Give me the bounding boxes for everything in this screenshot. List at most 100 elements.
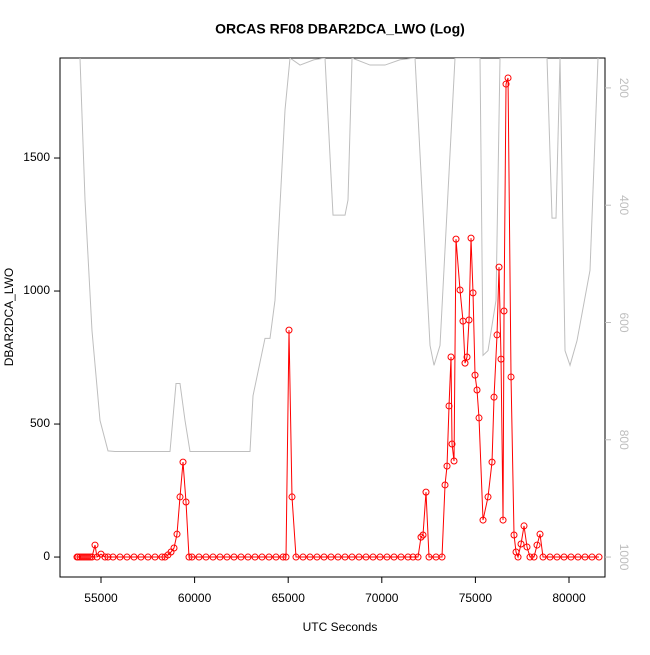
data-point <box>195 553 203 561</box>
data-point <box>479 516 487 524</box>
data-point <box>493 331 501 339</box>
data-point <box>517 540 525 548</box>
data-point <box>176 493 184 501</box>
data-point <box>182 498 190 506</box>
chart-title: ORCAS RF08 DBAR2DCA_LWO (Log) <box>215 21 465 37</box>
data-point <box>202 553 210 561</box>
data-point <box>299 553 307 561</box>
x-tick-label: 70000 <box>365 591 399 605</box>
x-tick-label: 65000 <box>272 591 306 605</box>
data-point <box>484 493 492 501</box>
series-line <box>79 58 599 453</box>
y2-tick-label: 800 <box>617 430 631 450</box>
data-point <box>475 414 483 422</box>
data-point <box>158 553 166 561</box>
data-point <box>536 530 544 538</box>
data-point <box>567 553 575 561</box>
data-point <box>348 553 356 561</box>
data-point <box>463 353 471 361</box>
data-point <box>216 553 224 561</box>
data-point <box>244 553 252 561</box>
y2-tick-label: 200 <box>617 78 631 98</box>
data-point <box>530 553 538 561</box>
data-point <box>523 543 531 551</box>
data-point <box>237 553 245 561</box>
data-point <box>223 553 231 561</box>
data-point <box>546 553 554 561</box>
x-tick-label: 60000 <box>178 591 212 605</box>
data-point <box>86 553 94 561</box>
data-point <box>473 386 481 394</box>
data-point <box>507 373 515 381</box>
data-point <box>514 553 522 561</box>
data-point <box>445 402 453 410</box>
data-point <box>369 553 377 561</box>
data-point <box>461 359 469 367</box>
data-point <box>452 235 460 243</box>
data-point <box>490 393 498 401</box>
data-point <box>258 553 266 561</box>
data-point <box>414 553 422 561</box>
series-line <box>76 77 600 559</box>
data-point <box>502 80 510 88</box>
y-tick-label: 1500 <box>23 150 50 164</box>
data-point <box>441 481 449 489</box>
data-point <box>288 493 296 501</box>
data-point <box>320 553 328 561</box>
data-point <box>313 553 321 561</box>
data-point <box>362 553 370 561</box>
data-point <box>574 553 582 561</box>
data-point <box>390 553 398 561</box>
x-tick-label: 80000 <box>552 591 586 605</box>
data-point <box>419 531 427 539</box>
data-point <box>230 553 238 561</box>
data-point <box>137 553 145 561</box>
y-tick-label: 1000 <box>23 283 50 297</box>
data-point <box>438 553 446 561</box>
data-point <box>279 553 287 561</box>
data-point <box>209 553 217 561</box>
data-point <box>409 553 417 561</box>
x-tick-label: 55000 <box>84 591 118 605</box>
data-point <box>355 553 363 561</box>
data-point <box>88 553 96 561</box>
x-tick-label: 75000 <box>459 591 493 605</box>
data-point <box>282 553 290 561</box>
y2-tick-label: 1000 <box>617 544 631 571</box>
data-point <box>109 553 117 561</box>
y-axis-label: DBAR2DCA_LWO <box>2 268 16 366</box>
data-point <box>130 553 138 561</box>
data-point <box>170 544 178 552</box>
data-point <box>251 553 259 561</box>
x-axis-label: UTC Seconds <box>303 620 378 634</box>
y2-tick-label: 400 <box>617 195 631 215</box>
data-point <box>539 553 547 561</box>
plot-frame <box>59 57 606 578</box>
data-point <box>185 553 193 561</box>
y-tick-label: 0 <box>43 549 50 563</box>
data-point <box>448 440 456 448</box>
data-point <box>383 553 391 561</box>
y2-tick-label: 600 <box>617 312 631 332</box>
data-point <box>447 353 455 361</box>
data-point <box>500 307 508 315</box>
data-point <box>526 553 534 561</box>
data-point <box>520 522 528 530</box>
data-point <box>499 516 507 524</box>
data-point <box>560 553 568 561</box>
data-point <box>397 553 405 561</box>
data-point <box>471 371 479 379</box>
data-point <box>425 553 433 561</box>
data-point <box>417 533 425 541</box>
data-point <box>272 553 280 561</box>
data-point <box>404 553 412 561</box>
data-point <box>306 553 314 561</box>
data-point <box>292 553 300 561</box>
data-point <box>116 553 124 561</box>
data-point <box>144 553 152 561</box>
data-point <box>341 553 349 561</box>
data-point <box>84 553 92 561</box>
data-point <box>179 458 187 466</box>
